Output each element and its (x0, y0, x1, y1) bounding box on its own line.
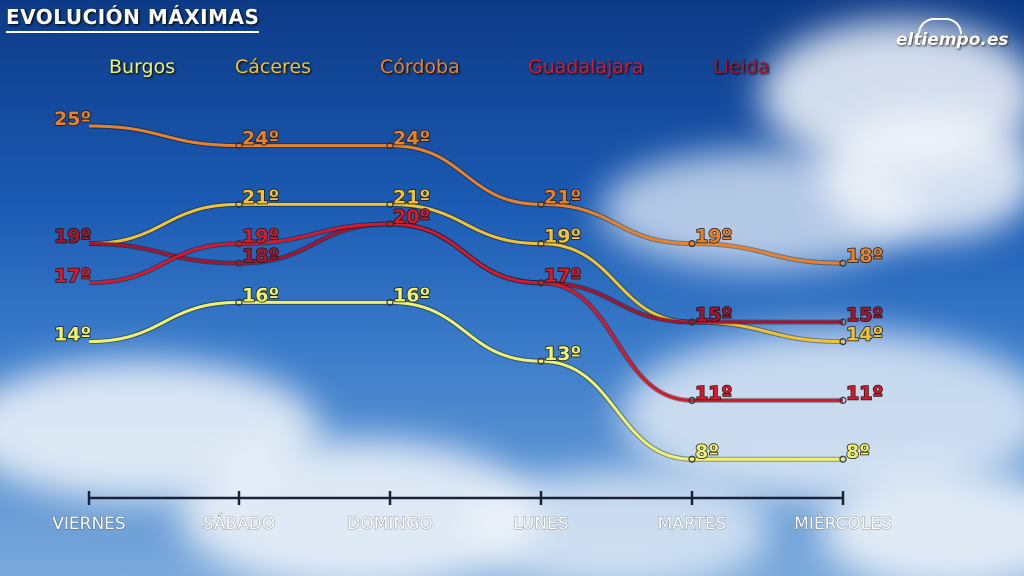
data-label: 18º (242, 245, 279, 267)
legend-burgos: Burgos (109, 56, 176, 78)
data-label: 19º (544, 226, 581, 248)
data-label: 19º (54, 226, 91, 248)
data-point (537, 240, 545, 248)
data-point (839, 455, 847, 463)
legend-cordoba: Córdoba (380, 56, 460, 78)
data-point (688, 455, 696, 463)
x-tick-label: SÁBADO (203, 512, 276, 534)
data-point (688, 318, 696, 326)
data-label: 24º (242, 128, 279, 150)
x-tick-label: LUNES (513, 514, 568, 534)
data-label: 19º (242, 226, 279, 248)
data-label: 11º (695, 382, 732, 404)
data-label: 13º (544, 343, 581, 365)
data-label: 21º (242, 186, 279, 208)
data-point (839, 259, 847, 267)
data-point (386, 142, 394, 150)
data-label: 14º (54, 324, 91, 346)
data-point (235, 240, 243, 248)
data-label: 20º (393, 206, 430, 228)
data-point (235, 298, 243, 306)
data-label: 20º (393, 206, 430, 228)
series-line-córdoba (88, 124, 844, 265)
data-point (537, 200, 545, 208)
data-point (386, 220, 394, 228)
data-label: 8º (695, 441, 719, 463)
data-label: 17º (544, 265, 581, 287)
data-label: 18º (846, 245, 883, 267)
x-tick-label: MIÉRCOLES (794, 512, 892, 534)
data-point (386, 298, 394, 306)
data-label: 24º (393, 128, 430, 150)
data-point (688, 396, 696, 404)
data-label: 21º (544, 186, 581, 208)
data-point (537, 357, 545, 365)
x-tick-label: MARTES (658, 514, 727, 534)
data-point (839, 338, 847, 346)
data-label: 11º (846, 382, 883, 404)
legend-lleida: Lleida (713, 56, 770, 78)
data-label: 25º (54, 108, 91, 130)
x-tick-label: DOMINGO (347, 514, 432, 534)
data-point (839, 318, 847, 326)
data-point (235, 259, 243, 267)
data-label: 15º (695, 304, 732, 326)
data-label: 19º (695, 226, 732, 248)
data-label: 15º (695, 304, 732, 326)
data-label: 15º (846, 304, 883, 326)
data-point (235, 142, 243, 150)
data-point (235, 200, 243, 208)
legend-guadalajara: Guadalajara (528, 56, 644, 78)
data-label: 16º (242, 284, 279, 306)
data-label: 8º (846, 441, 870, 463)
data-label: 14º (846, 324, 883, 346)
data-label: 21º (393, 186, 430, 208)
data-label: 17º (54, 265, 91, 287)
data-point (688, 240, 696, 248)
legend-caceres: Cáceres (235, 56, 312, 78)
chart-title: EVOLUCIÓN MÁXIMAS (6, 4, 260, 33)
data-label: 19º (54, 226, 91, 248)
x-tick-label: VIERNES (52, 514, 125, 534)
data-label: 16º (393, 284, 430, 306)
data-point (537, 279, 545, 287)
data-point (839, 396, 847, 404)
brand-logo: eltiempo.es (896, 30, 1009, 50)
series-line-burgos (88, 300, 843, 461)
data-label: 17º (544, 265, 581, 287)
data-point (386, 200, 394, 208)
